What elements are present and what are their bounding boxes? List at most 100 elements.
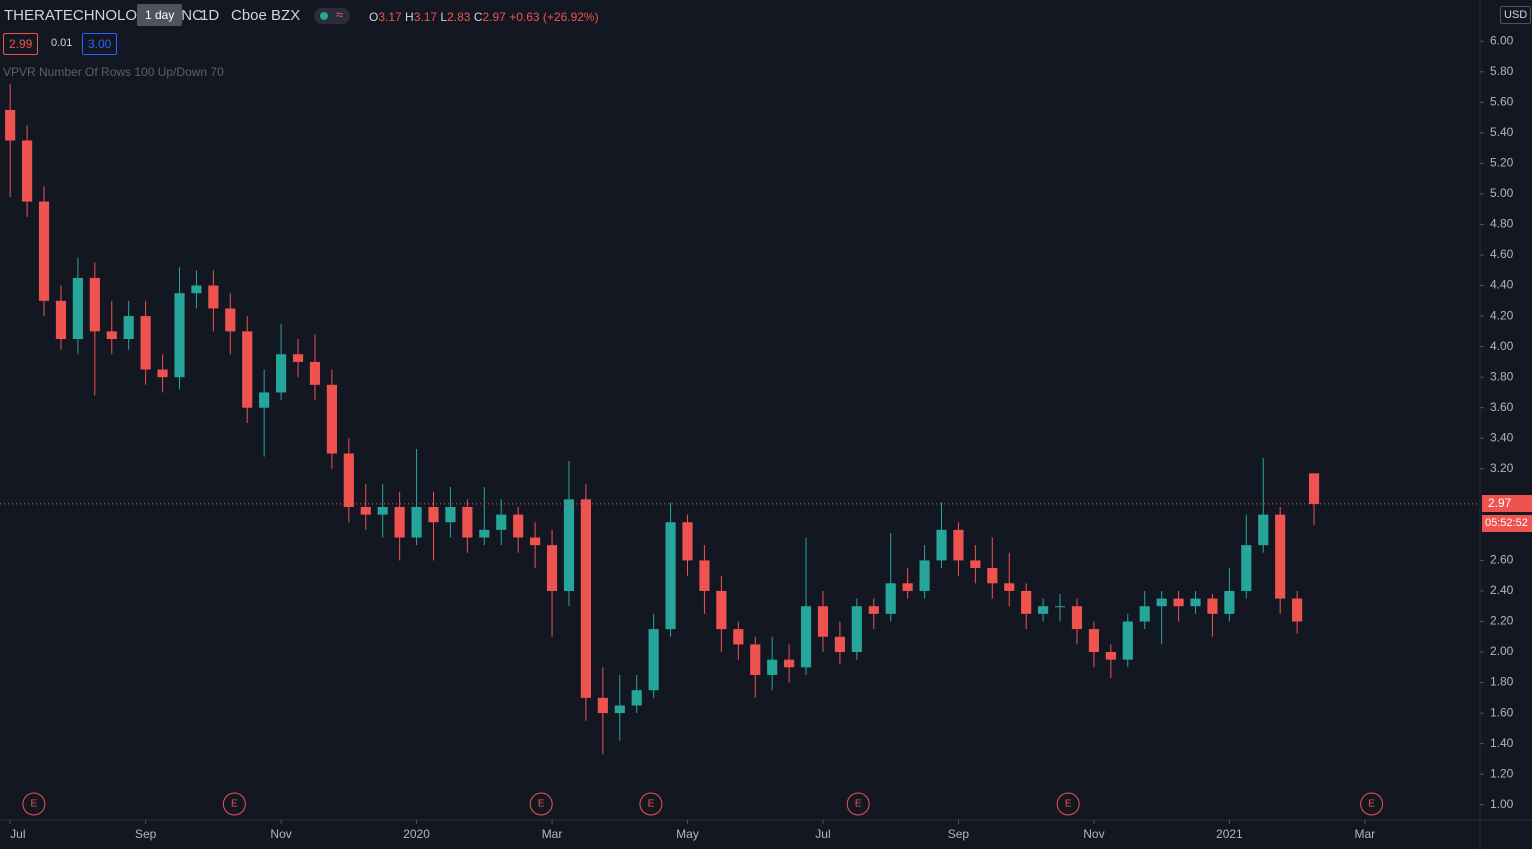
- earnings-marker: [846, 792, 870, 816]
- x-tick-label: Nov: [1083, 827, 1104, 841]
- candle-body: [614, 705, 625, 714]
- candle-body: [276, 354, 287, 393]
- status-badge: ≈: [314, 7, 350, 24]
- candle-body: [343, 453, 354, 507]
- candle-body: [597, 697, 608, 714]
- candle-body: [530, 537, 541, 546]
- y-tick-label: 4.80: [1490, 217, 1514, 231]
- y-tick-label: 1.60: [1490, 705, 1514, 719]
- candle-body: [377, 506, 388, 515]
- earnings-marker: [1360, 792, 1384, 816]
- candle-body: [1054, 606, 1066, 608]
- candle-body: [733, 629, 744, 645]
- change: +0.63 (+26.92%): [509, 10, 599, 24]
- x-tick-label: Sep: [948, 827, 970, 841]
- candle-body: [225, 308, 236, 332]
- y-tick-label: 5.60: [1490, 94, 1514, 108]
- x-tick-label: Mar: [1355, 827, 1376, 841]
- candle-body: [1021, 590, 1032, 614]
- candle-body: [462, 506, 473, 538]
- earnings-marker: [529, 792, 553, 816]
- earnings-label: E: [31, 799, 38, 810]
- x-tick-label: Jul: [815, 827, 830, 841]
- candle-body: [1173, 598, 1184, 607]
- earnings-label: E: [1065, 799, 1072, 810]
- interval[interactable]: 1D: [200, 7, 220, 24]
- candle-body: [208, 285, 219, 309]
- x-tick-label: 2020: [403, 827, 430, 841]
- candle-body: [851, 606, 862, 653]
- candle-body: [970, 560, 981, 569]
- candle-body: [750, 644, 761, 675]
- candle-body: [1071, 606, 1083, 630]
- candle-body: [817, 606, 829, 637]
- candle-body: [22, 140, 33, 202]
- candle-body: [55, 300, 67, 339]
- candle-body: [292, 354, 304, 362]
- candle-body: [885, 583, 896, 614]
- candle-body: [784, 659, 795, 668]
- candle-body: [479, 529, 490, 538]
- candle-body: [360, 506, 371, 515]
- candle-body: [665, 522, 676, 630]
- earnings-label: E: [1368, 799, 1375, 810]
- bid[interactable]: 2.99: [3, 33, 39, 55]
- ohlc-legend: O3.17 H3.17 L2.83 C2.97 +0.63 (+26.92%): [369, 10, 599, 24]
- candle-body: [868, 606, 879, 614]
- y-tick-label: 4.20: [1490, 308, 1514, 322]
- y-tick-label: 2.60: [1490, 553, 1514, 567]
- x-tick-label: Nov: [270, 827, 291, 841]
- countdown: 05:52:52: [1482, 515, 1532, 532]
- candle-body: [1038, 606, 1049, 614]
- candle-body: [411, 506, 422, 538]
- candle-body: [140, 316, 151, 370]
- y-tick-label: 3.20: [1490, 461, 1514, 475]
- candle-body: [259, 392, 270, 408]
- candle-body: [631, 690, 642, 706]
- last-price-label: 2.97: [1482, 495, 1532, 512]
- candle-body: [1156, 598, 1167, 607]
- y-tick-label: 4.60: [1490, 247, 1514, 261]
- candle-body: [496, 514, 507, 530]
- candle-body: [902, 583, 913, 591]
- candle-body: [1088, 629, 1099, 653]
- candle-body: [326, 384, 337, 454]
- candle-body: [699, 560, 710, 591]
- candle-body: [1004, 583, 1015, 591]
- candle-body: [106, 331, 117, 339]
- y-tick-label: 1.80: [1490, 675, 1514, 689]
- value: 3.17: [413, 10, 438, 24]
- earnings-marker: [222, 792, 246, 816]
- candle-body: [174, 293, 185, 378]
- y-tick-label: 1.00: [1490, 797, 1514, 811]
- ask[interactable]: 3.00: [82, 33, 118, 55]
- candle-body: [157, 369, 168, 378]
- earnings-label: E: [648, 799, 655, 810]
- candle-body: [72, 277, 83, 339]
- indicator: VPVR Number Of Rows 100 Up/Down 70: [3, 65, 224, 79]
- candle-body: [1105, 652, 1116, 660]
- x-tick-label: Mar: [542, 827, 563, 841]
- y-tick-label: 5.00: [1490, 186, 1514, 200]
- candle-body: [513, 514, 524, 538]
- earnings-label: E: [855, 799, 862, 810]
- candle-body: [716, 590, 727, 630]
- candle-body: [919, 560, 930, 591]
- earnings-marker: [22, 792, 46, 816]
- y-tick-label: 3.80: [1490, 369, 1514, 383]
- candle-body: [580, 499, 591, 698]
- label: L: [440, 10, 448, 24]
- candle-body: [1122, 621, 1133, 660]
- y-tick-label: 6.00: [1490, 33, 1514, 47]
- label: H: [405, 10, 414, 24]
- candle-body: [834, 636, 845, 653]
- x-tick-label: 2021: [1216, 827, 1243, 841]
- y-tick-label: 2.00: [1490, 644, 1514, 658]
- currency[interactable]: USD: [1500, 6, 1532, 24]
- y-tick-label: 5.20: [1490, 156, 1514, 170]
- value: 2.83: [447, 10, 471, 24]
- candle-body: [546, 545, 558, 591]
- candle-body: [563, 499, 575, 591]
